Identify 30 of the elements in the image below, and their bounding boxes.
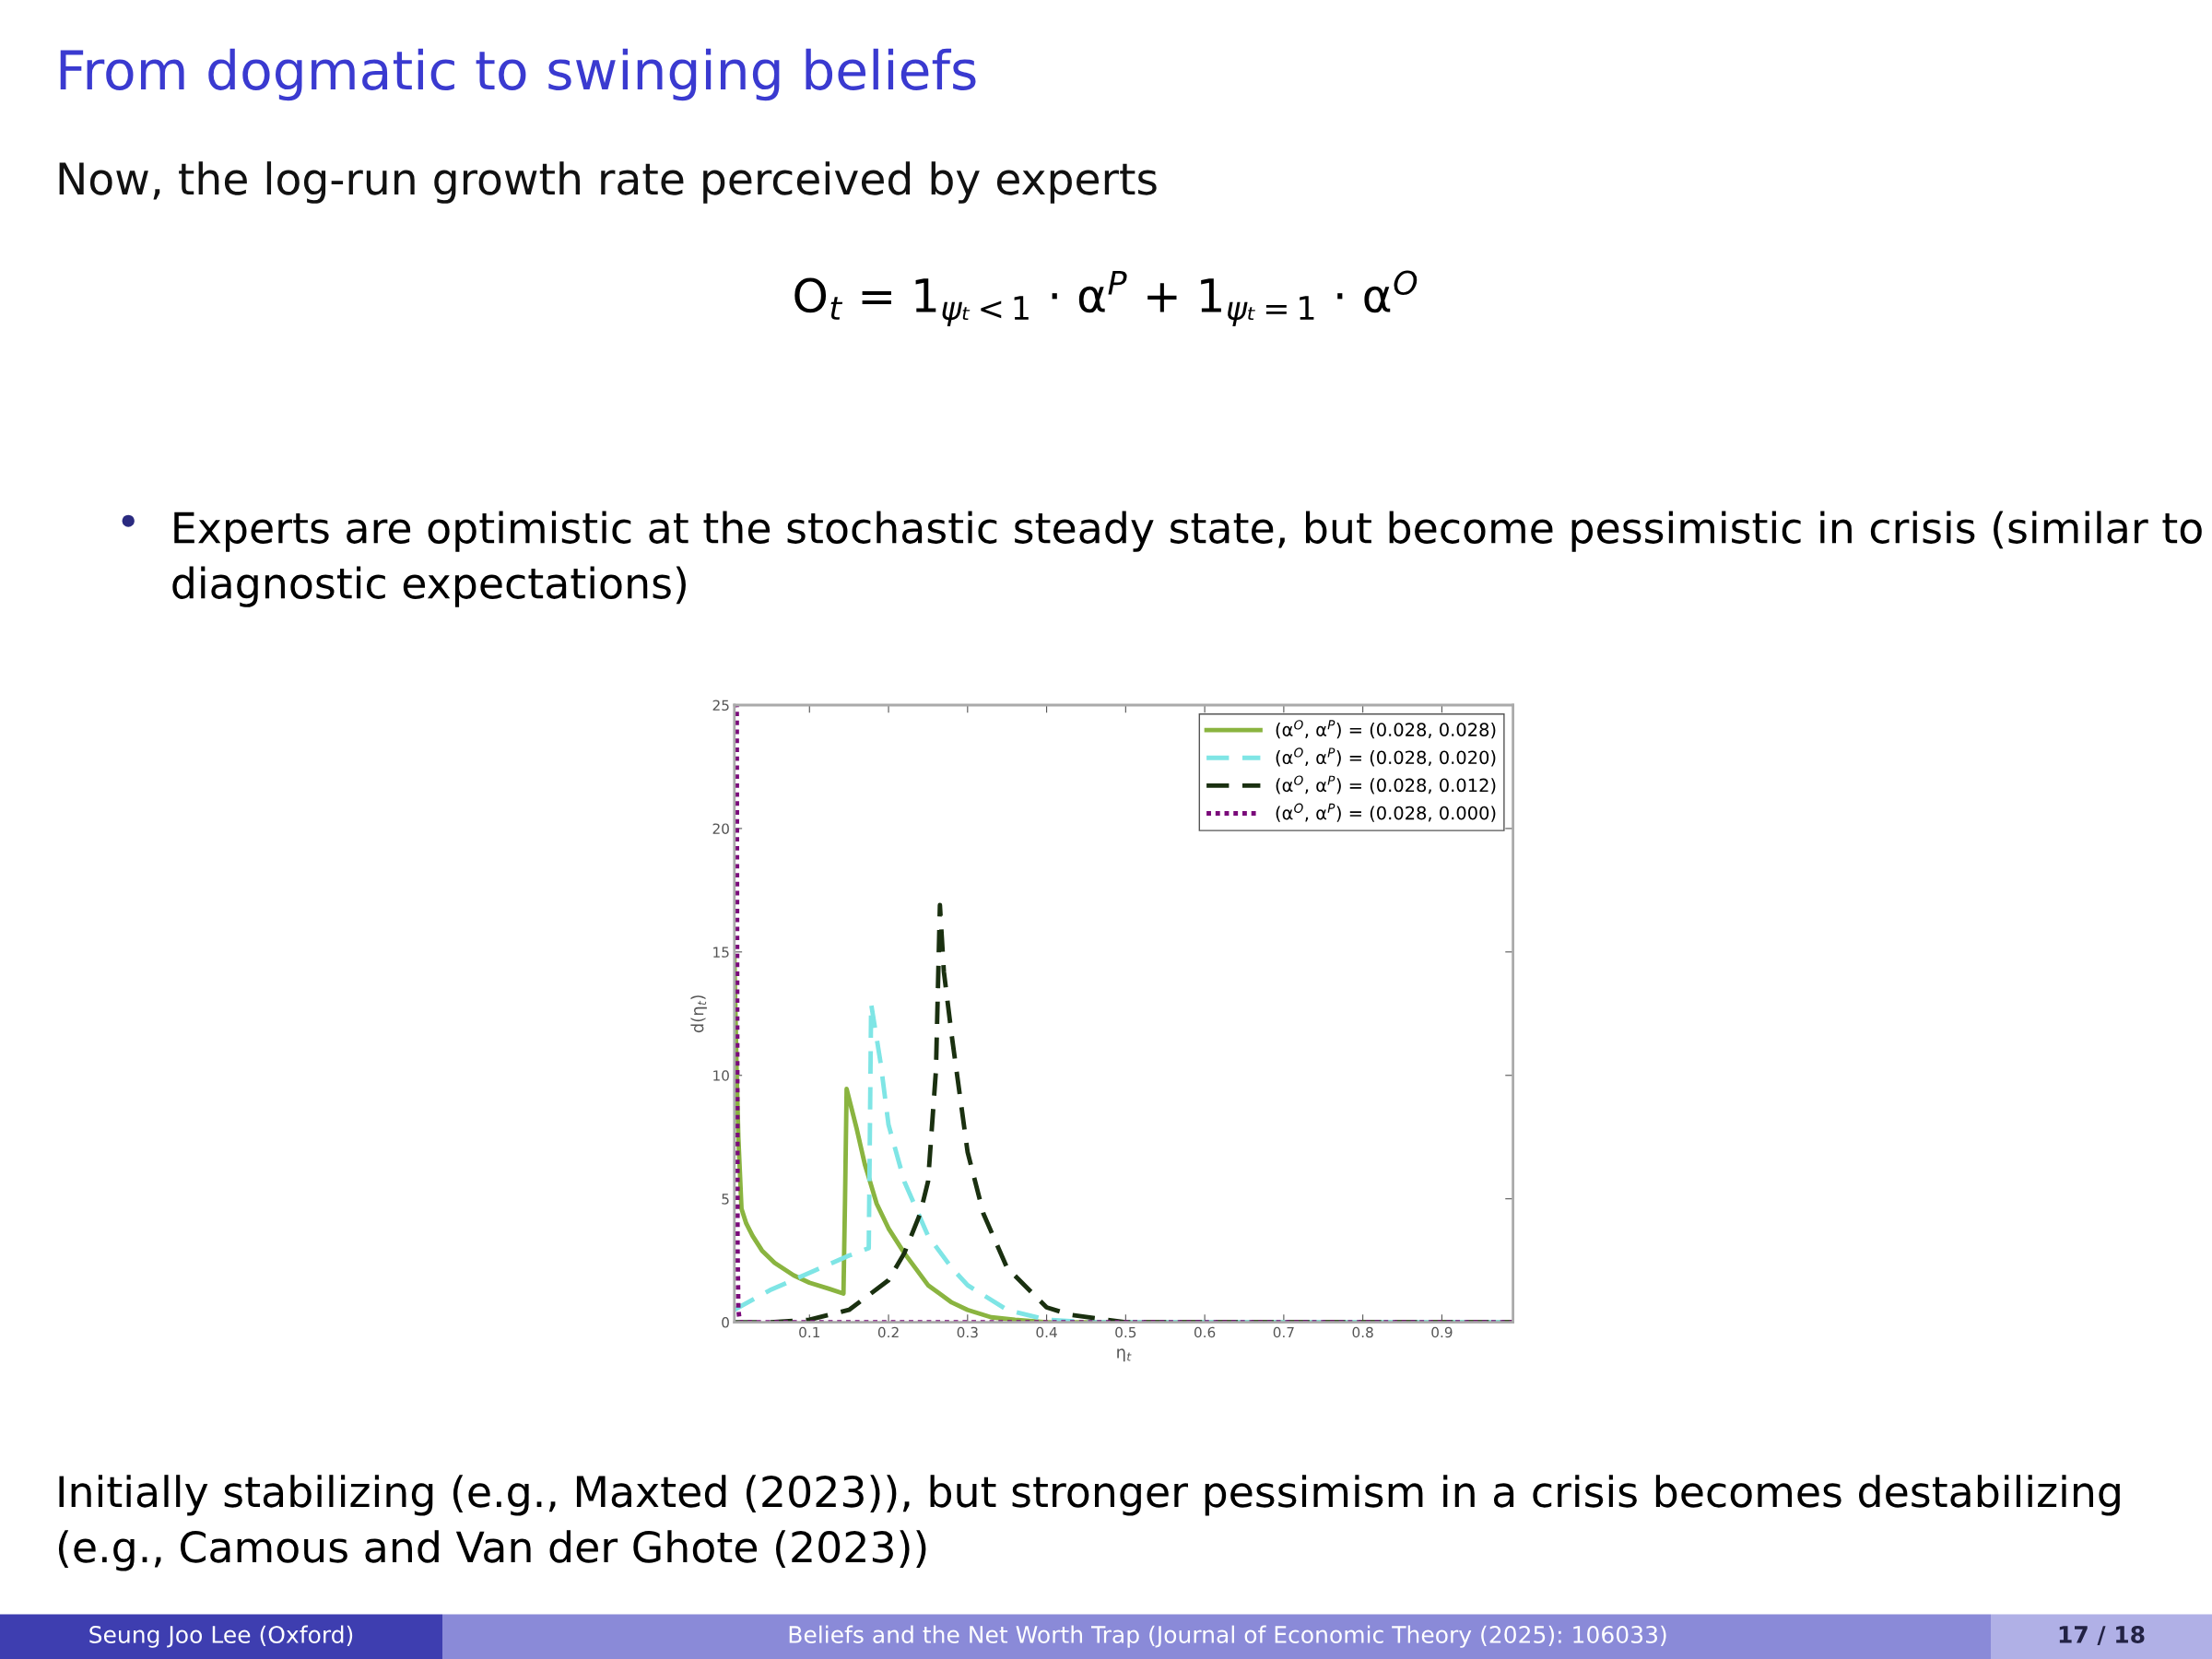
legend-label: (α$^{O}$, α$^{P}$) = (0.028, 0.020) bbox=[1276, 747, 1496, 767]
x-tick-label: 0.2 bbox=[877, 1326, 899, 1338]
y-tick-label: 15 bbox=[713, 947, 729, 958]
y-tick-label: 25 bbox=[712, 700, 729, 712]
x-tick-label: 0.7 bbox=[1273, 1326, 1294, 1338]
y-tick-label: 0 bbox=[722, 1317, 729, 1328]
y-tick-label: 20 bbox=[712, 823, 729, 834]
x-tick-label: 0.6 bbox=[1194, 1326, 1216, 1338]
text: O$_{t}$ = 1$_{ψₜ<1}$ · α$^{P}$ + 1$_{ψₜ=1}$ · α$^{O}$ bbox=[794, 270, 1418, 327]
x-tick-label: 0.8 bbox=[1352, 1326, 1373, 1338]
x-axis-title: η$_{t}$ bbox=[1117, 1348, 1132, 1362]
legend-label: (α$^{O}$, α$^{P}$) = (0.028, 0.012) bbox=[1276, 775, 1496, 794]
x-tick-label: 0.9 bbox=[1431, 1326, 1453, 1338]
text: Seung Joo Lee (Oxford) bbox=[89, 1625, 353, 1648]
chart-title: From dogmatic to swinging beliefs bbox=[60, 48, 976, 101]
text: Initially stabilizing (e.g., Maxted (2023)), but stronger pessimism in a crisis becomes destabilizing (e.g., Camous and Van der Ghote (2023)) bbox=[58, 1475, 2120, 1571]
x-tick-label: 0.5 bbox=[1115, 1326, 1136, 1338]
text: Beliefs and the Net Worth Trap (Journal of Economic Theory (2025): 106033) bbox=[789, 1625, 1666, 1648]
legend-label: (α$^{O}$, α$^{P}$) = (0.028, 0.028) bbox=[1276, 720, 1496, 739]
chart-subtitle: Now, the log-run growth rate perceived by experts bbox=[59, 161, 1157, 204]
line-series bbox=[734, 705, 1513, 1323]
y-axis-title: d(η$_{t}$) bbox=[690, 995, 707, 1033]
text: 17 / 18 bbox=[2059, 1626, 2145, 1645]
x-tick-label: 0.1 bbox=[799, 1326, 820, 1338]
legend-label: (α$^{O}$, α$^{P}$) = (0.028, 0.000) bbox=[1276, 803, 1496, 822]
y-tick-label: 10 bbox=[713, 1070, 729, 1081]
y-tick-label: 5 bbox=[722, 1194, 729, 1205]
x-tick-label: 0.3 bbox=[957, 1326, 978, 1338]
x-tick-label: 0.4 bbox=[1036, 1326, 1057, 1338]
text: Experts are optimistic at the stochastic steady state, but become pessimistic in crisis (similar to diagnostic expectations) bbox=[172, 511, 2202, 607]
